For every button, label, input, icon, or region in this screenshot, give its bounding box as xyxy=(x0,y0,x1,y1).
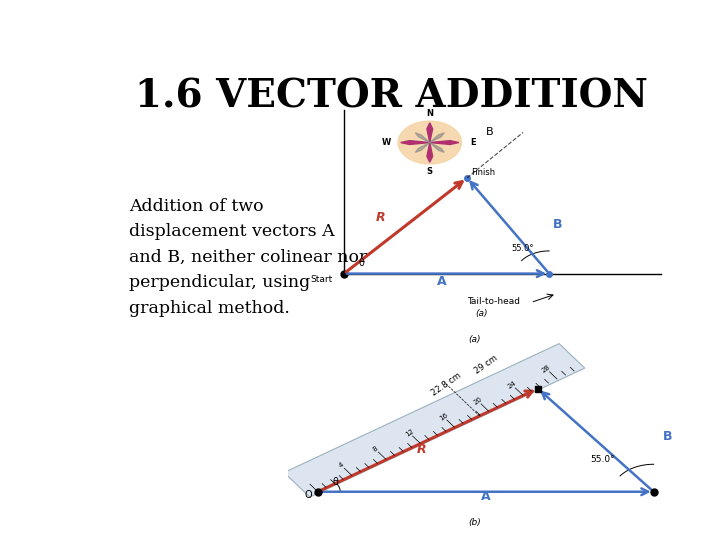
Text: 8: 8 xyxy=(372,446,379,453)
Text: θ: θ xyxy=(333,477,338,488)
Text: (b): (b) xyxy=(468,518,481,528)
Text: 16: 16 xyxy=(438,412,449,422)
Polygon shape xyxy=(415,143,430,152)
Text: (a): (a) xyxy=(468,335,481,344)
Text: A: A xyxy=(437,275,447,288)
Text: E: E xyxy=(470,138,475,147)
Polygon shape xyxy=(430,140,459,145)
Text: Addition of two
displacement vectors A
and B, neither colinear nor
perpendicular: Addition of two displacement vectors A a… xyxy=(129,198,367,316)
Polygon shape xyxy=(400,140,430,145)
Text: B: B xyxy=(553,218,562,231)
Text: 29 cm: 29 cm xyxy=(473,353,499,375)
Polygon shape xyxy=(430,143,444,152)
Text: 28: 28 xyxy=(541,364,552,374)
Text: S: S xyxy=(427,167,433,176)
Text: B: B xyxy=(486,127,493,137)
Text: 1.6 VECTOR ADDITION: 1.6 VECTOR ADDITION xyxy=(135,77,647,115)
Polygon shape xyxy=(427,123,433,143)
Polygon shape xyxy=(430,133,444,143)
Text: 24: 24 xyxy=(507,380,518,390)
Text: 4: 4 xyxy=(338,461,344,469)
Text: B: B xyxy=(663,430,672,443)
Text: R: R xyxy=(376,211,385,224)
Text: θ: θ xyxy=(359,258,365,268)
Text: 22.8 cm: 22.8 cm xyxy=(430,371,463,397)
Text: O: O xyxy=(305,490,312,500)
Polygon shape xyxy=(427,143,433,162)
Text: 55.0°: 55.0° xyxy=(512,244,534,253)
Text: Finish: Finish xyxy=(471,168,495,177)
Text: N: N xyxy=(426,109,433,118)
Text: R: R xyxy=(417,443,426,456)
Text: 12: 12 xyxy=(404,428,415,438)
Circle shape xyxy=(398,121,462,164)
Polygon shape xyxy=(284,343,585,497)
Text: 20: 20 xyxy=(472,396,483,406)
Text: Start: Start xyxy=(310,275,333,285)
Text: 55.0°: 55.0° xyxy=(590,455,615,464)
Text: (a): (a) xyxy=(476,309,488,319)
Text: Tail-to-head: Tail-to-head xyxy=(467,297,520,306)
Polygon shape xyxy=(415,133,430,143)
Text: A: A xyxy=(481,490,490,503)
Text: W: W xyxy=(382,138,392,147)
